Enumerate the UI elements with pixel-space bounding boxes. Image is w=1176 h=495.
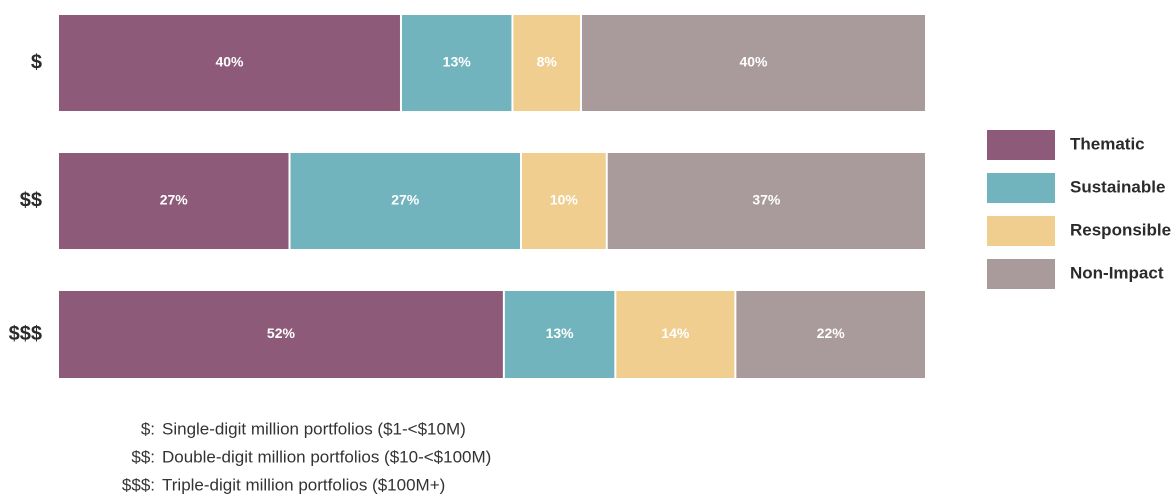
bar-segment [616, 291, 735, 378]
value-label: 14% [661, 325, 690, 341]
category-label: $$$ [9, 323, 42, 345]
legend-label: Sustainable [1070, 177, 1165, 196]
bar-segment [401, 15, 512, 111]
value-label: 22% [817, 325, 846, 341]
bar-segment [59, 153, 289, 249]
note-key: $$$: [122, 475, 155, 494]
legend-label: Responsible [1070, 220, 1171, 239]
bar-segment [290, 153, 521, 249]
bar-segment [582, 15, 925, 111]
note-text: Double-digit million portfolios ($10-<$1… [162, 447, 491, 466]
value-label: 37% [752, 192, 781, 208]
legend-swatch [987, 259, 1055, 289]
value-label: 13% [546, 325, 575, 341]
value-label: 40% [215, 54, 244, 70]
note-text: Single-digit million portfolios ($1-<$10… [162, 419, 466, 438]
legend-swatch [987, 216, 1055, 246]
value-label: 52% [267, 325, 296, 341]
value-label: 10% [550, 192, 579, 208]
bar-segment [504, 291, 615, 378]
bar-segment [59, 291, 503, 378]
bar-segment [59, 15, 400, 111]
value-label: 8% [537, 54, 558, 70]
bar-segment [513, 15, 581, 111]
category-label: $$ [20, 189, 42, 211]
note-text: Triple-digit million portfolios ($100M+) [162, 475, 445, 494]
value-label: 27% [160, 192, 189, 208]
note-key: $$: [131, 447, 155, 466]
legend-label: Thematic [1070, 134, 1145, 153]
bar-segment [736, 291, 925, 378]
legend-label: Non-Impact [1070, 263, 1164, 282]
legend-swatch [987, 173, 1055, 203]
category-label: $ [31, 51, 42, 73]
bar-segment [607, 153, 925, 249]
legend-swatch [987, 130, 1055, 160]
value-label: 40% [739, 54, 768, 70]
bar-segment [522, 153, 606, 249]
note-key: $: [141, 419, 155, 438]
value-label: 27% [391, 192, 420, 208]
value-label: 13% [443, 54, 472, 70]
